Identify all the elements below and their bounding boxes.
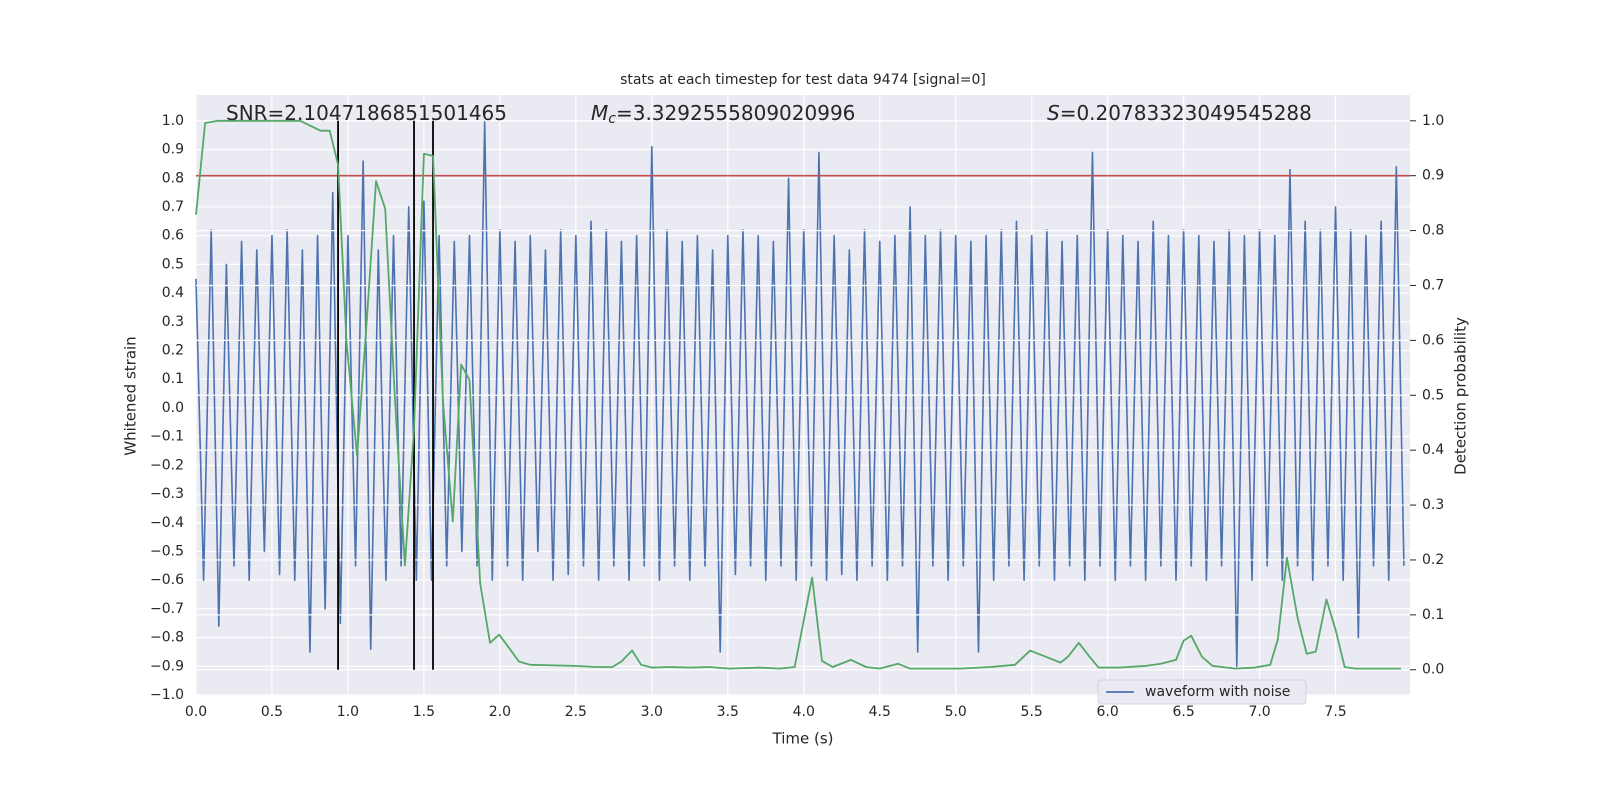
chart-title: stats at each timestep for test data 947… (620, 72, 986, 88)
x-axis-label: Time (s) (772, 730, 834, 748)
y2-axis-label: Detection probability (1452, 317, 1470, 475)
y-tick-label: −0.4 (150, 515, 184, 531)
y-tick-label: 0.6 (162, 228, 184, 244)
y2-tick-label: 0.3 (1422, 497, 1444, 513)
series-line (195, 120, 1405, 668)
annotation: S=0.20783323049545288 (1047, 101, 1312, 125)
y-tick-label: 0.9 (162, 142, 184, 158)
y-tick-label: 0.4 (162, 285, 184, 301)
annotation-subscript: c (608, 111, 616, 127)
x-tick-label: 2.0 (489, 704, 511, 720)
x-tick-label: 4.5 (869, 704, 891, 720)
annotation-text: =3.3292555809020996 (616, 101, 855, 125)
y2-tick-label: 0.5 (1422, 387, 1444, 403)
x-tick-label: 6.5 (1172, 704, 1194, 720)
x-tick-label: 7.0 (1248, 704, 1270, 720)
y2-tick-label: 0.9 (1422, 168, 1444, 184)
y-tick-label: −0.6 (150, 572, 184, 588)
annotation: Mc=3.3292555809020996 (591, 101, 855, 128)
legend-box (1097, 679, 1307, 705)
y2-tick-label: 0.4 (1422, 442, 1444, 458)
y-tick-label: 0.3 (162, 314, 184, 330)
x-tick-label: 7.5 (1324, 704, 1346, 720)
x-tick-label: 3.0 (641, 704, 663, 720)
y2-tick-label: 1.0 (1422, 113, 1444, 129)
y-tick-label: 0.0 (162, 400, 184, 416)
x-tick-label: 1.0 (337, 704, 359, 720)
annotation-text: SNR=2.1047186851501465 (226, 101, 507, 125)
x-tick-label: 5.0 (945, 704, 967, 720)
y-tick-label: −0.8 (150, 630, 184, 646)
y2-tick-label: 0.2 (1422, 552, 1444, 568)
legend-label: waveform with noise (1145, 684, 1290, 700)
y-tick-label: 0.5 (162, 256, 184, 272)
annotation: SNR=2.1047186851501465 (226, 101, 507, 125)
y-tick-label: 0.7 (162, 199, 184, 215)
y-tick-label: −0.2 (150, 457, 184, 473)
legend: waveform with noise (1097, 679, 1307, 705)
y-tick-label: 0.8 (162, 170, 184, 186)
y-tick-label: 0.1 (162, 371, 184, 387)
x-tick-label: 5.5 (1021, 704, 1043, 720)
y-axis-label: Whitened strain (122, 336, 140, 455)
x-tick-label: 6.0 (1097, 704, 1119, 720)
annotation-text: =0.20783323049545288 (1060, 101, 1312, 125)
y-tick-label: 0.2 (162, 343, 184, 359)
y2-tick-label: 0.7 (1422, 277, 1444, 293)
y2-tick-label: 0.1 (1422, 607, 1444, 623)
series-line (195, 119, 1401, 670)
y2-tick-label: 0.0 (1422, 662, 1444, 678)
annotation-symbol: S (1047, 101, 1060, 125)
x-tick-label: 4.0 (793, 704, 815, 720)
y-tick-label: −0.1 (150, 429, 184, 445)
annotation-symbol: M (591, 101, 608, 125)
x-tick-label: 0.5 (261, 704, 283, 720)
y-tick-label: −0.9 (150, 658, 184, 674)
x-tick-label: 1.5 (413, 704, 435, 720)
x-tick-label: 3.5 (717, 704, 739, 720)
y-tick-label: −0.7 (150, 601, 184, 617)
y-tick-label: −1.0 (150, 687, 184, 703)
y2-tick-label: 0.8 (1422, 223, 1444, 239)
y-tick-label: −0.5 (150, 543, 184, 559)
y-tick-label: 1.0 (162, 113, 184, 129)
x-tick-label: 0.0 (185, 704, 207, 720)
y2-tick-label: 0.6 (1422, 332, 1444, 348)
y-tick-label: −0.3 (150, 486, 184, 502)
x-tick-label: 2.5 (565, 704, 587, 720)
